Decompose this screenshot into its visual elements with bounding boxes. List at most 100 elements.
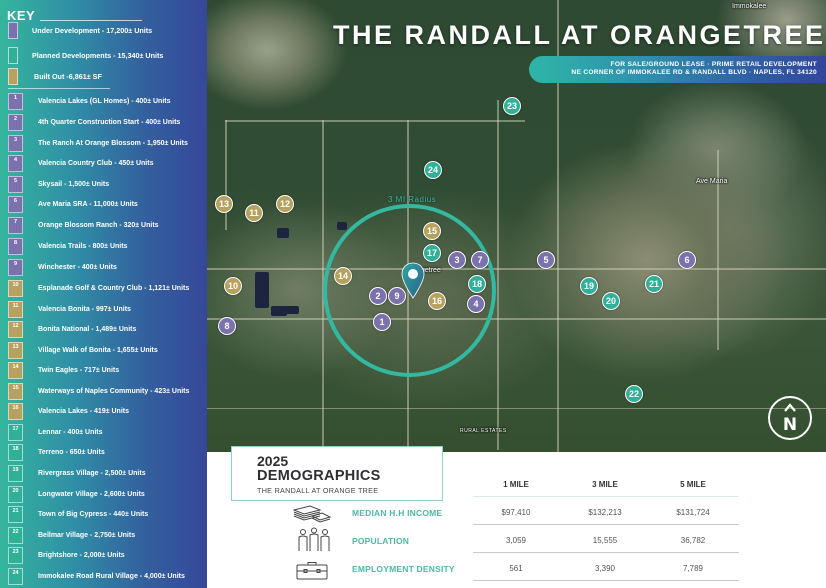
legend-built-out: Built Out -6,861± SF — [8, 68, 102, 85]
metric-label-employment-density: EMPLOYMENT DENSITY — [352, 564, 455, 574]
legend-label: Planned Developments - 15,340± Units — [32, 51, 164, 60]
key-item: 8 Valencia Trails - 800± Units — [8, 237, 127, 255]
key-item-label: Brightshore - 2,000± Units — [38, 551, 125, 559]
key-item-label: Skysail - 1,500± Units — [38, 180, 110, 188]
map-marker-20[interactable]: 20 — [602, 292, 620, 310]
key-item-label: Winchester - 400± Units — [38, 263, 117, 271]
key-badge: 18 — [8, 443, 23, 461]
divider — [8, 88, 110, 89]
key-item-label: Esplanade Golf & Country Club - 1,121± U… — [38, 284, 190, 292]
aerial-map[interactable]: Immokalee Ave Maria getree RURAL ESTATES… — [207, 0, 826, 452]
lake — [255, 272, 269, 308]
key-badge: 9 — [8, 258, 23, 276]
column-header-1-mile: 1 MILE — [503, 480, 529, 489]
table-cell: 3,390 — [594, 564, 616, 573]
divider — [473, 580, 739, 581]
road — [225, 120, 227, 230]
key-badge: 3 — [8, 134, 23, 152]
subtitle-line-1: FOR SALE/GROUND LEASE · PRIME RETAIL DEV… — [610, 61, 817, 68]
key-item: 13 Village Walk of Bonita - 1,655± Units — [8, 341, 158, 359]
key-badge: 2 — [8, 113, 23, 131]
road — [557, 0, 559, 452]
map-marker-19[interactable]: 19 — [580, 277, 598, 295]
key-badge: 19 — [8, 464, 23, 482]
key-item: 19 Rivergrass Village - 2,500± Units — [8, 464, 146, 482]
demographics-title: DEMOGRAPHICS — [257, 468, 381, 484]
page-title: THE RANDALL AT ORANGETREE — [333, 20, 826, 50]
key-badge: 21 — [8, 505, 23, 523]
key-item-label: Orange Blossom Ranch - 320± Units — [38, 221, 159, 229]
key-item: 15 Waterways of Naples Community - 423± U… — [8, 382, 189, 400]
map-marker-11[interactable]: 11 — [245, 204, 263, 222]
legend-label: Built Out -6,861± SF — [34, 72, 102, 81]
key-item: 16 Valencia Lakes - 419± Units — [8, 402, 129, 420]
metric-label-median-income: MEDIAN H.H INCOME — [352, 508, 443, 518]
table-cell: 15,555 — [592, 536, 618, 545]
map-marker-5[interactable]: 5 — [537, 251, 555, 269]
people-group-icon — [298, 527, 330, 551]
road — [497, 100, 499, 450]
table-cell: 7,789 — [682, 564, 704, 573]
map-marker-21[interactable]: 21 — [645, 275, 663, 293]
key-item-label: Waterways of Naples Community - 423± Uni… — [38, 387, 190, 395]
key-badge: 8 — [8, 237, 23, 255]
key-badge: 1 — [8, 92, 23, 110]
map-marker-8[interactable]: 8 — [218, 317, 236, 335]
key-badge: 10 — [8, 279, 23, 297]
key-item-label: Twin Eagles - 717± Units — [38, 366, 120, 374]
key-item: 5 Skysail - 1,500± Units — [8, 175, 109, 193]
map-marker-9[interactable]: 9 — [388, 287, 406, 305]
key-item: 2 4th Quarter Construction Start - 400± U… — [8, 113, 180, 131]
demographics-year: 2025 — [257, 453, 289, 469]
key-item: 3 The Ranch At Orange Blossom - 1,950± Un… — [8, 134, 188, 152]
key-item: 22 Bellmar Village - 2,750± Units — [8, 526, 135, 544]
map-marker-13[interactable]: 13 — [215, 195, 233, 213]
table-cell: 3,059 — [505, 536, 527, 545]
map-marker-14[interactable]: 14 — [334, 267, 352, 285]
key-item: 12 Bonita National - 1,489± Units — [8, 320, 136, 338]
map-marker-24[interactable]: 24 — [424, 161, 442, 179]
compass-glyph-icon: N — [783, 403, 797, 433]
table-cell: $97,410 — [501, 508, 531, 517]
money-stack-icon — [292, 505, 332, 523]
divider — [473, 524, 739, 525]
key-item: 21 Town of Big Cypress - 440± Units — [8, 505, 148, 523]
key-item-label: Rivergrass Village - 2,500± Units — [38, 469, 146, 477]
map-marker-7[interactable]: 7 — [471, 251, 489, 269]
road-immokalee — [207, 318, 826, 320]
key-badge: 23 — [8, 546, 23, 564]
map-marker-1[interactable]: 1 — [373, 313, 391, 331]
map-marker-15[interactable]: 15 — [423, 222, 441, 240]
three-mile-radius-circle — [323, 204, 496, 377]
key-title: KEY — [7, 8, 36, 23]
key-item: 18 Terreno - 650± Units — [8, 443, 105, 461]
map-marker-17[interactable]: 17 — [423, 244, 441, 262]
road — [225, 120, 525, 122]
map-marker-2[interactable]: 2 — [369, 287, 387, 305]
map-marker-16[interactable]: 16 — [428, 292, 446, 310]
key-badge: 11 — [8, 300, 23, 318]
key-item: 10 Esplanade Golf & Country Club - 1,121±… — [8, 279, 189, 297]
map-marker-3[interactable]: 3 — [448, 251, 466, 269]
key-item-label: Longwater Village - 2,600± Units — [38, 490, 145, 498]
map-marker-6[interactable]: 6 — [678, 251, 696, 269]
place-label-immokalee: Immokalee — [732, 3, 767, 10]
map-marker-10[interactable]: 10 — [224, 277, 242, 295]
map-marker-22[interactable]: 22 — [625, 385, 643, 403]
map-marker-4[interactable]: 4 — [467, 295, 485, 313]
key-item: 17 Lennar - 400± Units — [8, 423, 103, 441]
key-item-label: Valencia Bonita - 997± Units — [38, 305, 131, 313]
key-item: 7 Orange Blossom Ranch - 320± Units — [8, 216, 159, 234]
place-label-ave-maria: Ave Maria — [696, 178, 728, 185]
road-randall — [207, 268, 826, 270]
subtitle-line-2: NE CORNER OF IMMOKALEE RD & RANDALL BLVD… — [571, 69, 817, 76]
subject-property-pin-icon[interactable] — [401, 262, 425, 300]
key-badge: 5 — [8, 175, 23, 193]
map-marker-18[interactable]: 18 — [468, 275, 486, 293]
key-badge: 17 — [8, 423, 23, 441]
lake — [285, 306, 299, 314]
map-marker-12[interactable]: 12 — [276, 195, 294, 213]
map-marker-23[interactable]: 23 — [503, 97, 521, 115]
column-header-3-mile: 3 MILE — [592, 480, 618, 489]
subtitle-banner: FOR SALE/GROUND LEASE · PRIME RETAIL DEV… — [529, 56, 826, 83]
